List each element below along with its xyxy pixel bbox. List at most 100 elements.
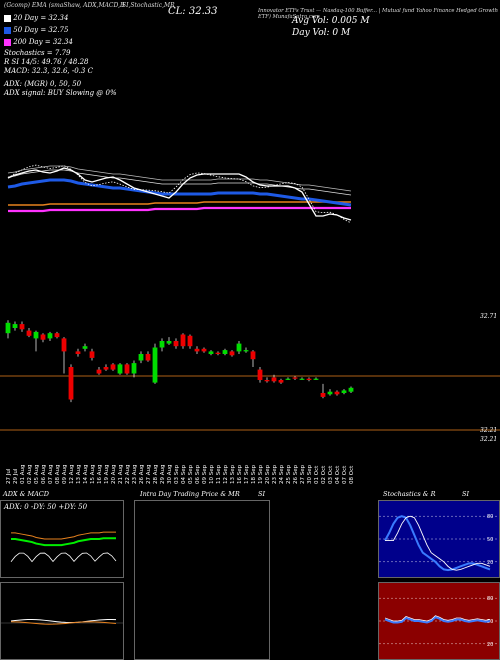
date-tick-label: 03 Sep xyxy=(174,464,180,484)
candle-body xyxy=(327,391,333,395)
candle-body xyxy=(257,369,263,380)
date-tick-label: 11 Sep xyxy=(216,464,222,484)
candle-body xyxy=(138,354,144,361)
candle-body xyxy=(292,377,298,379)
moving-average-layer xyxy=(7,164,352,224)
ma50-readout: 50 Day = 32.75 xyxy=(4,26,68,34)
date-tick-label: 27 Aug xyxy=(146,465,152,485)
date-tick-label: 24 Sep xyxy=(279,464,285,484)
stoch-tick-label: 50 xyxy=(487,537,493,543)
ma20-dotted-line xyxy=(7,164,352,224)
candle-body xyxy=(334,391,340,395)
adx-green-line xyxy=(11,537,116,547)
date-tick-label: 13 Aug xyxy=(76,465,82,485)
date-tick-label: 02 Aug xyxy=(27,465,33,485)
candle-body xyxy=(229,351,235,356)
stochastics-plot: 80 50 20 xyxy=(379,514,499,572)
candle-body xyxy=(348,387,354,392)
date-tick-label: 29 Jul xyxy=(13,468,19,484)
date-tick-label: 21 Aug xyxy=(118,465,124,485)
adx-panel-readout: ADX: 0 -DY: 50 +DY: 50 xyxy=(4,503,88,511)
rsi-line xyxy=(384,616,491,624)
date-tick-label: 25 Sep xyxy=(286,464,292,484)
date-tick-label: 19 Aug xyxy=(104,465,110,485)
date-tick-label: 03 Oct xyxy=(328,465,334,484)
date-tick-label: 22 Aug xyxy=(125,465,131,485)
candle-body xyxy=(243,350,249,352)
candle-body xyxy=(306,378,312,380)
date-tick-label: 16 Sep xyxy=(237,464,243,484)
day-volume: Day Vol: 0 M xyxy=(292,28,351,38)
stoch-tick-label: 80 xyxy=(487,514,493,520)
chart-header-right: Innovator ETFs Trust — Nasdaq-100 Buffer… xyxy=(258,8,498,20)
price-line xyxy=(7,167,352,221)
price-label-mid1: 32.21 xyxy=(480,427,498,434)
adx-signal-readout: ADX signal: BUY Slowing @ 0% xyxy=(4,89,117,97)
date-tick-label: 01 Aug xyxy=(20,465,26,485)
date-tick-label: 17 Sep xyxy=(244,464,250,484)
candle-body xyxy=(124,364,130,374)
price-chart: 27 Jul 29 Jul 01 Aug 02 Aug 05 Aug 06 Aug 07 A… xyxy=(0,164,500,484)
intraday-panel xyxy=(134,500,270,660)
date-tick-label: 07 Oct xyxy=(342,465,348,484)
candle-body xyxy=(75,351,81,354)
candle-body xyxy=(201,348,207,352)
avg-volume: Avg Vol: 0.005 M xyxy=(292,16,370,26)
date-tick-label: 02 Oct xyxy=(321,465,327,484)
candle-body xyxy=(271,377,277,382)
price-label-top: 32.71 xyxy=(480,313,498,320)
candle-body xyxy=(26,330,32,336)
rsi-plot: 80 50 20 xyxy=(379,596,499,648)
date-tick-label: 19 Sep xyxy=(258,464,264,484)
chart-header-left: (Gcomp) EMA (smaShaw, ADX,MACD,B xyxy=(4,2,125,9)
date-axis: 27 Jul 29 Jul 01 Aug 02 Aug 05 Aug 06 Aug 07 A… xyxy=(6,464,355,484)
candle-body xyxy=(145,354,151,361)
candle-body xyxy=(166,341,172,344)
date-tick-label: 27 Sep xyxy=(300,464,306,484)
candle-body xyxy=(285,378,291,380)
adx-readout: ADX: (MGR) 0, 50, 50 xyxy=(4,80,82,88)
date-tick-label: 18 Sep xyxy=(251,464,257,484)
date-tick-label: 13 Sep xyxy=(230,464,236,484)
date-tick-label: 23 Sep xyxy=(272,464,278,484)
rsi-tick-label: 20 xyxy=(487,642,493,648)
candle-body xyxy=(159,341,165,348)
candle-body xyxy=(341,390,347,393)
adx-white-line xyxy=(10,552,117,563)
orange-ma-line xyxy=(8,201,351,206)
candle-body xyxy=(278,380,284,383)
rsi-signal-line xyxy=(384,615,491,622)
adx-orange-line xyxy=(11,531,116,540)
date-tick-label: 05 Aug xyxy=(34,465,40,485)
date-tick-label: 06 Aug xyxy=(41,465,47,485)
adx-plot xyxy=(10,531,117,563)
candle-body xyxy=(236,343,242,352)
date-tick-label: 29 Aug xyxy=(160,465,166,485)
date-tick-label: 04 Oct xyxy=(335,465,341,484)
candle-body xyxy=(117,364,123,374)
date-tick-label: 30 Aug xyxy=(167,465,173,485)
date-tick-label: 16 Aug xyxy=(97,465,103,485)
candle-body xyxy=(131,363,137,374)
macd-panel xyxy=(0,582,124,660)
stochastics-panel-title: Stochastics & R xyxy=(383,490,436,498)
date-tick-label: 26 Sep xyxy=(293,464,299,484)
intraday-panel-title: Intra Day Trading Price & MR xyxy=(140,490,240,498)
ma50-line xyxy=(7,178,352,207)
date-tick-label: 08 Aug xyxy=(55,465,61,485)
date-tick-label: 05 Sep xyxy=(188,464,194,484)
candle-body xyxy=(313,378,319,380)
candle-body xyxy=(194,348,200,352)
close-label: CL: 32.33 xyxy=(168,6,218,17)
candle-body xyxy=(208,351,214,354)
date-tick-label: 12 Sep xyxy=(223,464,229,484)
candle-body xyxy=(110,364,116,370)
candle-body xyxy=(222,350,228,354)
date-tick-label: 09 Aug xyxy=(62,465,68,485)
candle-body xyxy=(250,351,256,360)
date-tick-label: 26 Aug xyxy=(139,465,145,485)
intraday-panel-si: SI xyxy=(258,490,266,498)
candle-body xyxy=(47,333,53,339)
stochastics-panel-si: SI xyxy=(462,490,470,498)
date-tick-label: 28 Aug xyxy=(153,465,159,485)
